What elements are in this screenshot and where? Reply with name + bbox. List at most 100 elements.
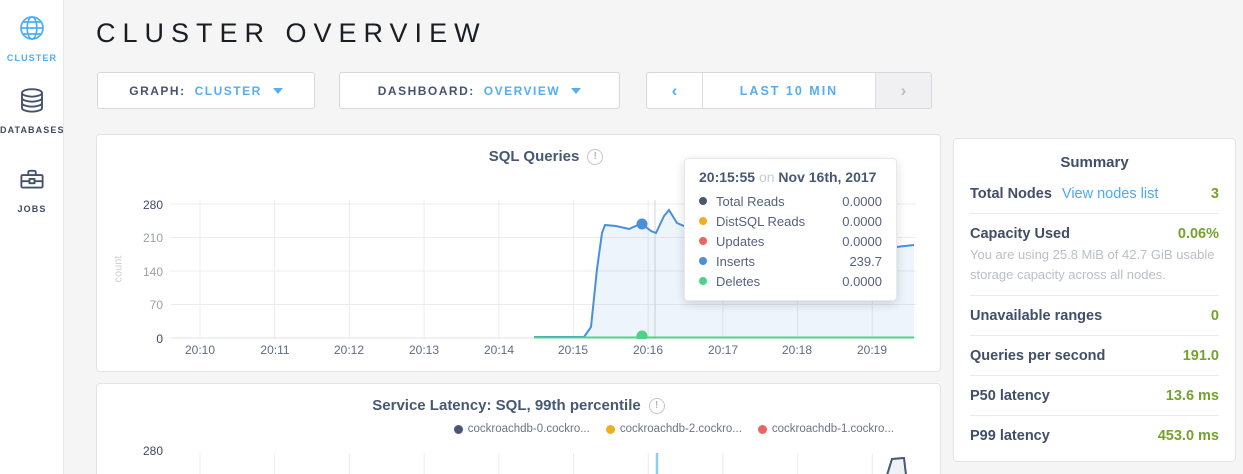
series-dot-icon [699,237,707,245]
info-icon[interactable]: ! [587,148,604,165]
dashboard-dropdown-label: DASHBOARD: [377,83,475,98]
summary-value: 453.0 ms [1157,428,1219,444]
time-range-selector: ‹ LAST 10 MIN › [646,72,932,109]
inserts-hover-dot [636,218,648,230]
page-title: CLUSTER OVERVIEW [96,18,487,48]
summary-value: 191.0 [1182,348,1219,364]
series-label: Deletes [716,273,761,289]
x-axis-tick: 20:18 [781,343,813,357]
y-axis-label: count [112,255,125,283]
tooltip-series-row: Updates 0.0000 [699,231,882,251]
series-value: 0.0000 [842,193,882,209]
legend-label: cockroachdb-2.cockro... [619,423,742,435]
series-label: Updates [716,233,765,249]
series-dot-icon [699,217,707,225]
series-label: Total Reads [716,193,785,209]
graph-dropdown-value: CLUSTER [194,83,262,98]
time-range-value[interactable]: LAST 10 MIN [739,83,839,98]
y-axis-tick: 280 [142,198,163,212]
series-value: 0.0000 [842,213,882,229]
summary-row-total-nodes: Total Nodes View nodes list 3 [970,174,1219,213]
tooltip-date: Nov 16th, 2017 [778,169,877,185]
tooltip-series-row: DistSQL Reads 0.0000 [699,211,882,231]
chevron-right-icon: › [900,80,907,100]
tooltip-series-row: Deletes 0.0000 [699,271,882,291]
series-dot-icon [699,277,707,285]
chevron-down-icon [272,87,283,94]
chevron-down-icon [571,87,582,94]
summary-value: 3 [1210,186,1219,202]
summary-value: 13.6 ms [1165,388,1219,404]
x-axis-tick: 20:17 [707,343,739,357]
y-axis-tick: 0 [156,332,163,346]
summary-row-unavailable-ranges: Unavailable ranges 0 [970,295,1219,335]
legend-item[interactable]: cockroachdb-2.cockro... [605,423,742,435]
sidebar-item-label: CLUSTER [6,53,58,63]
dashboard-dropdown-value: OVERVIEW [483,83,561,98]
series-dot-icon [699,257,707,265]
x-axis-tick: 20:19 [856,343,888,357]
summary-row-p99-latency: P99 latency 453.0 ms [970,415,1219,455]
sidebar: CLUSTER DATABASES [0,0,64,474]
sidebar-item-cluster[interactable]: CLUSTER [0,12,64,63]
y-axis-tick: 70 [149,298,163,312]
globe-icon [16,16,48,48]
tooltip-series-row: Inserts 239.7 [699,251,882,271]
summary-panel: Summary Total Nodes View nodes list 3 Ca… [953,138,1236,462]
service-latency-chart-panel: Service Latency: SQL, 99th percentile ! … [96,383,941,474]
x-axis-tick: 20:12 [333,343,365,357]
sidebar-item-label: JOBS [17,204,47,214]
chart-title: SQL Queries [488,148,580,165]
tooltip-series-row: Total Reads 0.0000 [699,191,882,211]
summary-value: 0 [1210,308,1219,324]
summary-label: Total Nodes [970,186,1052,202]
series-dot-icon [605,424,615,434]
tooltip-on: on [758,169,775,185]
summary-row-capacity-used: Capacity Used 0.06% You are using 25.8 M… [970,213,1219,295]
x-axis-tick: 20:16 [632,343,664,357]
summary-label: P50 latency [970,388,1050,404]
y-axis-tick: 140 [142,265,163,279]
sql-queries-chart-panel: SQL Queries ! 280 210 140 70 0 count [96,134,941,372]
time-range-prev-button[interactable]: ‹ [647,73,703,108]
databases-icon [17,88,47,120]
summary-label: Unavailable ranges [970,308,1103,324]
chart-hover-tooltip: 20:15:55 on Nov 16th, 2017 Total Reads 0… [684,158,897,301]
x-axis-tick: 20:15 [557,343,589,357]
sidebar-item-jobs[interactable]: JOBS [0,165,64,214]
x-axis-tick: 20:11 [260,343,290,357]
summary-label: Queries per second [970,348,1106,364]
x-axis-tick: 20:13 [408,343,440,357]
chart-legend: cockroachdb-0.cockro... cockroachdb-2.co… [97,423,894,435]
chart-title: Service Latency: SQL, 99th percentile [372,397,641,414]
time-range-next-button-disabled[interactable]: › [875,73,931,108]
series-label: Inserts [716,253,756,269]
tooltip-time: 20:15:55 [699,169,756,185]
info-icon[interactable]: ! [648,397,665,414]
legend-item[interactable]: cockroachdb-1.cockro... [757,423,894,435]
series-dot-icon [757,424,767,434]
series-value: 239.7 [849,253,882,269]
series-value: 0.0000 [842,273,882,289]
view-nodes-list-link[interactable]: View nodes list [1061,186,1159,202]
dashboard-dropdown[interactable]: DASHBOARD: OVERVIEW [339,72,620,109]
graph-dropdown-label: GRAPH: [129,83,186,98]
legend-label: cockroachdb-1.cockro... [771,423,894,435]
summary-title: Summary [1060,154,1129,171]
sidebar-item-label: DATABASES [0,125,65,135]
chevron-left-icon: ‹ [671,80,678,100]
service-latency-plot[interactable] [171,451,916,474]
legend-item[interactable]: cockroachdb-0.cockro... [453,423,590,435]
x-axis-tick: 20:14 [483,343,515,357]
summary-value: 0.06% [1177,226,1219,242]
series-label: DistSQL Reads [716,213,806,229]
graph-dropdown[interactable]: GRAPH: CLUSTER [97,72,315,109]
sidebar-item-databases[interactable]: DATABASES [0,86,64,135]
series-dot-icon [453,424,463,434]
x-axis-tick: 20:10 [184,343,216,357]
capacity-note: You are using 25.8 MiB of 42.7 GiB usabl… [970,247,1215,282]
summary-row-queries-per-second: Queries per second 191.0 [970,335,1219,375]
y-axis-tick: 210 [142,231,163,245]
briefcase-icon [17,169,47,199]
